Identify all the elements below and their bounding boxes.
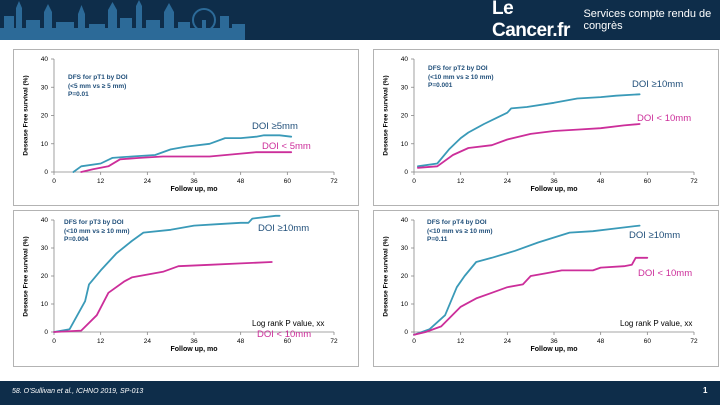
annotation-line: P=0.001	[428, 82, 494, 91]
series-label: DOI < 10mm	[638, 268, 692, 279]
y-tick-label: 0	[404, 169, 408, 176]
x-tick-label: 48	[597, 178, 605, 185]
y-tick-label: 0	[404, 329, 408, 336]
brand-tagline: Services compte rendu de congrès	[583, 8, 720, 32]
x-tick-label: 60	[284, 178, 292, 185]
x-tick-label: 36	[550, 338, 558, 345]
x-tick-label: 36	[190, 178, 198, 185]
x-tick-label: 0	[412, 338, 416, 345]
y-tick-label: 0	[44, 329, 48, 336]
chart-annotation: DFS for pT1 by DOI (<5 mm vs ≥ 5 mm) P=0.0…	[68, 74, 128, 100]
x-tick-label: 72	[690, 178, 698, 185]
x-tick-label: 0	[52, 178, 56, 185]
x-tick-label: 24	[144, 178, 152, 185]
x-axis-label: Follow up, mo	[531, 346, 578, 353]
y-tick-label: 30	[401, 245, 409, 252]
annotation-line: P=0.004	[64, 236, 130, 245]
y-tick-label: 20	[401, 113, 409, 120]
series-label: DOI < 10mm	[637, 113, 691, 124]
lecancer-logo: Le Cancer.fr	[492, 0, 575, 40]
y-tick-label: 10	[41, 301, 49, 308]
x-tick-label: 24	[144, 338, 152, 345]
series-label: DOI < 5mm	[262, 141, 311, 152]
x-tick-label: 12	[97, 178, 105, 185]
log-rank-note: Log rank P value, xx	[620, 319, 692, 328]
y-tick-label: 20	[41, 113, 49, 120]
x-tick-label: 60	[644, 338, 652, 345]
x-tick-label: 72	[690, 338, 698, 345]
y-axis-label: Desease Free survival (%)	[383, 236, 390, 316]
y-axis-label: Desease Free survival (%)	[23, 75, 30, 155]
series-line-magenta	[81, 152, 291, 172]
x-tick-label: 0	[52, 338, 56, 345]
series-label: DOI ≥10mm	[629, 230, 680, 241]
annotation-line: (<5 mm vs ≥ 5 mm)	[68, 83, 128, 92]
city-skyline-illustration	[0, 0, 245, 40]
annotation-line: (<10 mm vs ≥ 10 mm)	[427, 228, 493, 237]
y-axis-label: Desease Free survival (%)	[23, 236, 30, 316]
chart-panel-pt2: 0 12 24 36 48 60 72 0 10 20 30 40 DOI ≥10mm DOI < 10m…	[373, 49, 719, 206]
x-tick-label: 60	[644, 178, 652, 185]
y-tick-label: 30	[401, 84, 409, 91]
y-tick-label: 40	[41, 56, 49, 63]
x-tick-label: 0	[412, 178, 416, 185]
y-tick-label: 20	[41, 273, 49, 280]
chart-annotation: DFS for pT3 by DOI (<10 mm vs ≥ 10 mm) P=0…	[64, 219, 130, 245]
x-axis-label: Follow up, mo	[531, 186, 578, 193]
annotation-line: P=0.01	[68, 91, 128, 100]
x-tick-label: 12	[457, 338, 465, 345]
y-tick-label: 20	[401, 273, 409, 280]
series-label: DOI ≥5mm	[252, 121, 298, 132]
brand: Le Cancer.fr Services compte rendu de co…	[492, 9, 720, 31]
annotation-line: P=0.11	[427, 236, 493, 245]
chart-svg: 0 12 24 36 48 60 72 0 10 20 30 40	[14, 50, 360, 207]
chart-panel-pt4: 0 12 24 36 48 60 72 0 10 20 30 40 DOI ≥10mm DOI < 10m…	[373, 210, 719, 367]
x-tick-label: 48	[237, 178, 245, 185]
chart-panel-pt1: 0 12 24 36 48 60 72 0 10 20 30 40 DOI ≥5mm DOI < 5mm D…	[13, 49, 359, 206]
x-axis-label: Follow up, mo	[171, 186, 218, 193]
x-tick-label: 24	[504, 338, 512, 345]
footer-reference: 58. O'Sullivan et al., ICHNO 2019, SP-01…	[12, 388, 143, 395]
y-tick-label: 30	[41, 245, 49, 252]
series-label: DOI ≥10mm	[632, 79, 683, 90]
footer-bar: 58. O'Sullivan et al., ICHNO 2019, SP-01…	[0, 381, 720, 405]
series-label: DOI < 10mm	[257, 329, 311, 340]
header-banner: Le Cancer.fr Services compte rendu de co…	[0, 0, 720, 40]
chart-annotation: DFS for pT2 by DOI (<10 mm vs ≥ 10 mm) P=0…	[428, 65, 494, 91]
annotation-line: (<10 mm vs ≥ 10 mm)	[64, 228, 130, 237]
chart-annotation: DFS for pT4 by DOI (<10 mm vs ≥ 10 mm) P=0…	[427, 219, 493, 245]
x-tick-label: 48	[237, 338, 245, 345]
y-tick-label: 10	[401, 301, 409, 308]
x-tick-label: 12	[457, 178, 465, 185]
series-line-magenta	[418, 124, 640, 168]
annotation-line: DFS for pT2 by DOI	[428, 65, 494, 74]
y-tick-label: 30	[41, 84, 49, 91]
annotation-line: DFS for pT3 by DOI	[64, 219, 130, 228]
y-tick-label: 10	[41, 141, 49, 148]
page-number: 1	[703, 386, 707, 395]
x-tick-label: 24	[504, 178, 512, 185]
x-tick-label: 72	[330, 178, 338, 185]
x-tick-label: 12	[97, 338, 105, 345]
chart-panel-pt3: 0 12 24 36 48 60 72 0 10 20 30 40 DOI ≥10mm DOI < 10m…	[13, 210, 359, 367]
y-tick-label: 40	[41, 217, 49, 224]
chart-svg: 0 12 24 36 48 60 72 0 10 20 30 40	[374, 50, 720, 207]
x-axis-label: Follow up, mo	[171, 346, 218, 353]
log-rank-note: Log rank P value, xx	[252, 319, 324, 328]
annotation-line: (<10 mm vs ≥ 10 mm)	[428, 74, 494, 83]
series-line-magenta	[414, 258, 647, 335]
y-tick-label: 40	[401, 217, 409, 224]
y-tick-label: 10	[401, 141, 409, 148]
annotation-line: DFS for pT1 by DOI	[68, 74, 128, 83]
series-label: DOI ≥10mm	[258, 223, 309, 234]
x-tick-label: 36	[190, 338, 198, 345]
x-tick-label: 36	[550, 178, 558, 185]
x-tick-label: 48	[597, 338, 605, 345]
y-tick-label: 40	[401, 56, 409, 63]
y-tick-label: 0	[44, 169, 48, 176]
x-tick-label: 72	[330, 338, 338, 345]
annotation-line: DFS for pT4 by DOI	[427, 219, 493, 228]
y-axis-label: Desease Free survival (%)	[383, 75, 390, 155]
